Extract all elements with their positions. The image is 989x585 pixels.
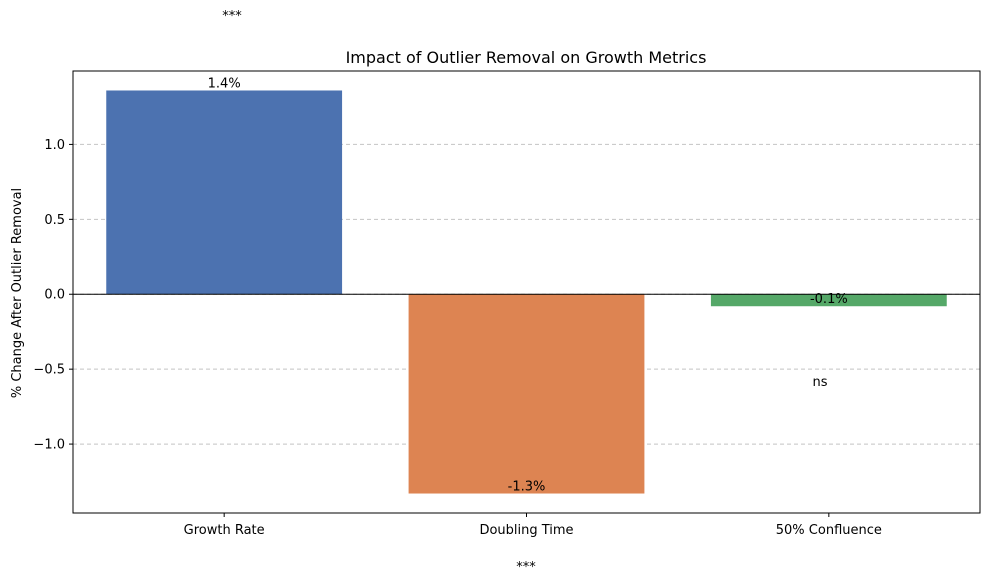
y-axis-label: % Change After Outlier Removal: [10, 188, 25, 398]
bars: [106, 90, 947, 494]
bar-doubling-time: [408, 294, 645, 494]
y-tick-label: 1.0: [44, 138, 65, 153]
bar-growth-rate: [106, 90, 343, 295]
significance-label: ***: [516, 560, 536, 575]
x-tick-label: Doubling Time: [479, 523, 573, 538]
data-labels: 1.4% -1.3% -0.1% *** *** ns: [208, 9, 848, 575]
chart-title: Impact of Outlier Removal on Growth Metr…: [346, 48, 707, 67]
y-tick-label: 0.0: [44, 288, 65, 303]
y-tick-label: −0.5: [33, 363, 65, 378]
y-tick-label: 0.5: [44, 213, 65, 228]
bar-50-confluence: [710, 294, 947, 307]
x-tick-label: 50% Confluence: [776, 523, 882, 538]
significance-label: ns: [812, 375, 827, 390]
significance-label: ***: [222, 9, 242, 24]
data-label: -0.1%: [810, 292, 848, 307]
x-tick-label: Growth Rate: [184, 523, 265, 538]
data-label: 1.4%: [208, 76, 241, 91]
y-tick-label: −1.0: [33, 438, 65, 453]
data-label: -1.3%: [508, 480, 546, 495]
axis-ticks: −1.0 −0.5 0.0 0.5 1.0 Growth Rate Doubling Tim…: [33, 138, 881, 538]
